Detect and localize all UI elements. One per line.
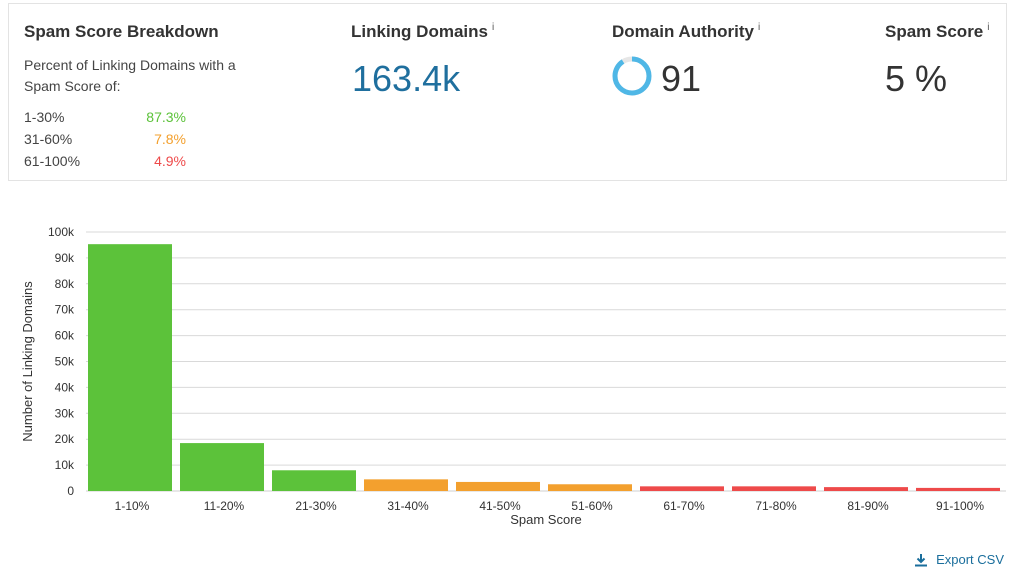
breakdown-pct: 4.9%	[154, 153, 186, 169]
bar[interactable]	[88, 244, 172, 491]
linking-domains-value: 163.4k	[352, 58, 461, 99]
bar[interactable]	[824, 487, 908, 491]
export-csv-button[interactable]: Export CSV	[914, 552, 1004, 567]
breakdown-row: 31-60% 7.8%	[24, 131, 186, 147]
spam-score-label: Spam Score	[885, 22, 984, 41]
y-tick-label: 80k	[55, 277, 75, 291]
y-tick-label: 50k	[55, 355, 75, 369]
spam-score-value: 5 %	[885, 58, 948, 99]
bar[interactable]	[732, 486, 816, 491]
y-tick-label: 20k	[55, 432, 75, 446]
bar[interactable]	[180, 443, 264, 491]
bar[interactable]	[640, 486, 724, 491]
info-icon[interactable]: i	[987, 22, 990, 34]
x-tick-label: 41-50%	[479, 499, 521, 513]
breakdown-row: 1-30% 87.3%	[24, 109, 186, 125]
bar[interactable]	[272, 470, 356, 491]
domain-authority-title: Domain Authority i	[612, 22, 760, 42]
x-tick-label: 81-90%	[847, 499, 889, 513]
y-tick-label: 30k	[55, 406, 75, 420]
info-icon[interactable]: i	[757, 22, 761, 34]
bar[interactable]	[548, 484, 632, 491]
x-tick-label: 21-30%	[295, 499, 337, 513]
bar[interactable]	[456, 481, 540, 491]
x-axis-label: Spam Score	[510, 512, 582, 527]
y-axis-label: Number of Linking Domains	[20, 281, 35, 442]
breakdown-description: Percent of Linking Domains with a Spam S…	[24, 57, 236, 94]
breakdown-range: 61-100%	[24, 153, 81, 169]
x-tick-label: 11-20%	[204, 499, 245, 513]
y-tick-label: 40k	[55, 380, 75, 394]
summary-panel	[8, 3, 1007, 181]
breakdown-range: 31-60%	[24, 131, 73, 147]
x-tick-label: 61-70%	[663, 499, 705, 513]
breakdown-pct: 7.8%	[154, 131, 186, 147]
breakdown-row: 61-100% 4.9%	[24, 153, 186, 169]
info-icon[interactable]: i	[491, 22, 495, 34]
y-tick-label: 10k	[55, 458, 75, 472]
y-tick-label: 100k	[48, 225, 75, 239]
x-tick-label: 91-100%	[936, 499, 984, 513]
domain-authority-value: 91	[661, 58, 702, 99]
spam-score-title: Spam Score i	[885, 22, 990, 42]
bar[interactable]	[916, 487, 1000, 491]
y-tick-label: 0	[67, 484, 74, 498]
y-tick-label: 90k	[55, 251, 75, 265]
y-tick-label: 60k	[55, 329, 75, 343]
x-tick-label: 51-60%	[571, 499, 613, 513]
domain-authority-ring-icon	[612, 56, 652, 96]
x-tick-label: 1-10%	[115, 499, 150, 513]
x-tick-label: 71-80%	[755, 499, 797, 513]
linking-domains-label: Linking Domains	[351, 22, 488, 41]
download-icon	[915, 553, 928, 566]
spam-score-bar-chart: 0 10k 20k 30k 40k 50k 60k 70k 80k 90k 100k 1-10% 11-…	[20, 225, 1006, 527]
domain-authority-label: Domain Authority	[612, 22, 754, 41]
export-csv-label: Export CSV	[936, 552, 1004, 567]
linking-domains-title: Linking Domains i	[351, 22, 494, 42]
breakdown-pct: 87.3%	[146, 109, 186, 125]
bar[interactable]	[364, 479, 448, 491]
breakdown-range: 1-30%	[24, 109, 65, 125]
x-tick-label: 31-40%	[387, 499, 429, 513]
breakdown-title: Spam Score Breakdown	[24, 22, 219, 41]
y-tick-label: 70k	[55, 303, 75, 317]
